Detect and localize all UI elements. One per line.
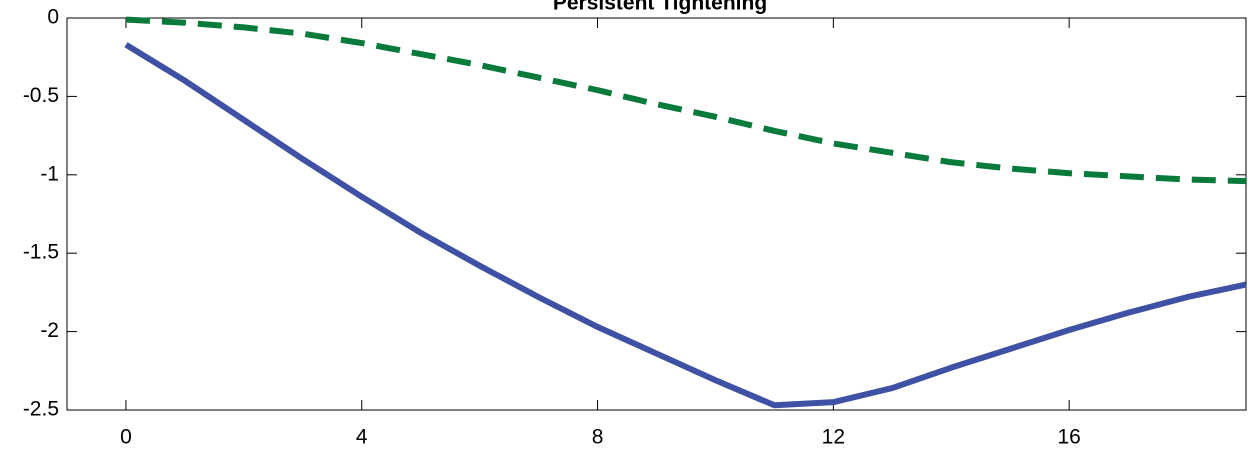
x-tick-label: 16 <box>1057 426 1080 449</box>
x-tick-label: 4 <box>356 426 368 449</box>
series-line <box>124 42 1247 409</box>
series-line <box>125 16 1247 185</box>
plot-frame <box>66 17 1247 411</box>
y-tick-label: -1 <box>40 162 59 185</box>
x-tick-label: 0 <box>120 426 132 449</box>
y-tick-label: -1.5 <box>23 241 59 264</box>
y-tick-label: -2.5 <box>23 398 59 421</box>
chart-title: Persistent Tightening <box>553 0 767 15</box>
y-tick-label: 0 <box>47 6 59 29</box>
y-tick-label: -0.5 <box>23 84 59 107</box>
x-tick-label: 8 <box>592 426 604 449</box>
y-tick-label: -2 <box>40 319 59 342</box>
x-tick-label: 12 <box>822 426 845 449</box>
